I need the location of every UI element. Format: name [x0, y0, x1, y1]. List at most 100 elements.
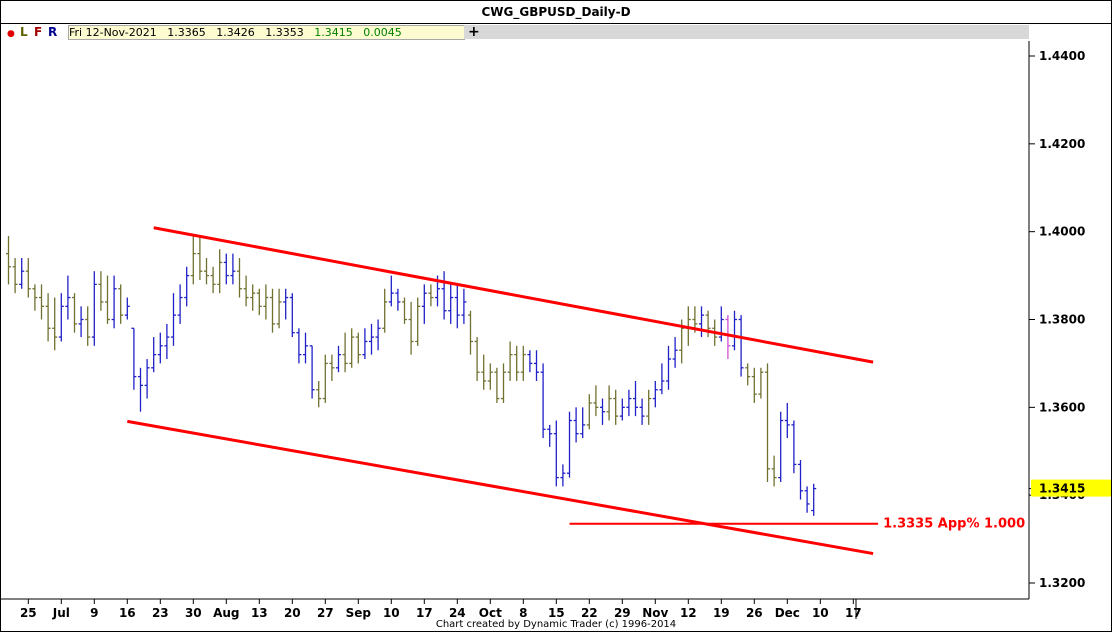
ohlc-bar: [454, 284, 460, 329]
ohlc-bar: [745, 363, 751, 386]
price-tick-label: 1.4400: [1039, 49, 1085, 63]
axes: [1, 41, 1030, 619]
time-tick-label: 24: [449, 606, 466, 620]
ohlc-bar: [336, 345, 341, 373]
ohlc-bar: [111, 275, 117, 329]
ohlc-bar: [468, 310, 473, 355]
time-tick-label: Nov: [642, 606, 668, 620]
ohlc-bar: [276, 288, 282, 329]
ohlc-bar: [666, 345, 671, 390]
time-tick-label: 19: [713, 606, 730, 620]
ohlc-bar: [237, 258, 242, 298]
ohlc-bar: [190, 236, 196, 285]
ohlc-bar: [567, 411, 572, 478]
ohlc-bar: [771, 455, 777, 487]
ohlc-bar: [105, 275, 110, 324]
ohlc-bar: [573, 407, 579, 443]
info-date: Fri 12-Nov-2021: [69, 26, 157, 39]
time-tick-label: Jul: [52, 606, 70, 620]
ohlc-bar: [791, 420, 797, 474]
time-tick-label: Sep: [346, 606, 372, 620]
ohlc-bar: [593, 385, 599, 417]
ohlc-bar: [652, 380, 658, 408]
ohlc-bar: [758, 367, 764, 399]
ohlc-bar: [765, 363, 770, 482]
ohlc-bar: [560, 464, 566, 487]
ohlc-bar: [25, 258, 31, 298]
ohlc-bar: [210, 266, 216, 294]
ohlc-bar: [639, 398, 645, 425]
ohlc-bar: [520, 345, 526, 381]
time-tick-label: 17: [845, 606, 862, 620]
footer-credit: Chart created by Dynamic Trader (c) 1996…: [435, 619, 677, 630]
ohlc-bar: [441, 271, 447, 320]
price-tick-label: 1.4000: [1039, 225, 1085, 239]
ohlc-bar: [19, 258, 25, 289]
time-tick-label: Oct: [479, 606, 502, 620]
time-tick-label: Dec: [775, 606, 800, 620]
time-tick-label: 9: [90, 606, 98, 620]
ohlc-bar: [732, 310, 737, 351]
price-tick-label: 1.3800: [1039, 313, 1085, 327]
ohlc-bar: [355, 332, 361, 364]
ohlc-info-box: Fri 12-Nov-2021 1.3365 1.3426 1.3353 1.3…: [68, 25, 465, 40]
ohlc-bar: [177, 284, 183, 324]
window-title: CWG_GBPUSD_Daily-D: [1, 1, 1111, 24]
info-high: 1.3426: [216, 26, 255, 39]
time-tick-label: 15: [548, 606, 565, 620]
ohlc-bar: [289, 293, 295, 338]
ohlc-bar: [230, 253, 236, 285]
ohlc-bar: [375, 319, 381, 351]
ohlc-bar: [131, 327, 137, 390]
ohlc-bar: [12, 258, 18, 294]
ohlc-bar: [32, 284, 38, 311]
ohlc-bar: [369, 323, 374, 355]
ohlc-bar: [725, 315, 731, 360]
ohlc-bar: [501, 363, 506, 403]
price-axis: 1.44001.42001.40001.38001.36001.34001.32…: [1029, 49, 1085, 590]
time-tick-label: 29: [614, 606, 631, 620]
ohlc-bar: [171, 293, 176, 346]
ohlc-bar: [223, 253, 229, 285]
time-tick-label: 8: [519, 606, 527, 620]
ohlc-bar: [388, 275, 394, 307]
current-price-box: [1031, 479, 1111, 497]
ohlc-bar: [164, 323, 170, 360]
ohlc-bar: [118, 284, 124, 324]
ohlc-bar: [197, 236, 203, 280]
plus-icon[interactable]: +: [468, 24, 480, 40]
channel-lines: [127, 226, 879, 556]
ohlc-bar: [72, 293, 77, 333]
ohlc-bar: [487, 363, 493, 390]
ohlc-bar: [606, 385, 612, 421]
ohlc-bar: [699, 306, 704, 338]
ohlc-bar: [98, 271, 104, 311]
time-tick-label: 16: [119, 606, 136, 620]
ohlc-bar: [751, 367, 757, 403]
time-axis: 25 Jul 9 16 23 30 Aug 13 20 27 Sep 10 17 24 Oct 8 15 22 29…: [20, 599, 862, 620]
ohlc-bar: [151, 337, 157, 373]
ohlc-bar: [322, 354, 328, 403]
r-button[interactable]: R: [48, 25, 58, 39]
ohlc-bar: [65, 275, 71, 320]
target-annotation: 1.3335 App% 1.000: [883, 517, 1025, 532]
l-button[interactable]: L: [20, 25, 28, 39]
ohlc-bar: [243, 275, 249, 307]
time-tick-label: Aug: [213, 606, 239, 620]
info-open: 1.3365: [167, 26, 206, 39]
info-low: 1.3353: [265, 26, 304, 39]
time-tick-label: 13: [251, 606, 268, 620]
ohlc-bar: [263, 284, 269, 320]
f-button[interactable]: F: [34, 25, 43, 39]
time-tick-label: 22: [581, 606, 598, 620]
ohlc-bar: [534, 350, 539, 381]
ohlc-bar: [613, 389, 619, 425]
ohlc-bar: [270, 288, 275, 333]
ohlc-bar: [633, 380, 638, 417]
toolbar-spacer: [464, 25, 1029, 39]
ohlc-bar: [494, 367, 500, 403]
time-tick-label: 10: [383, 606, 400, 620]
ohlc-bar: [586, 394, 592, 430]
ohlc-bar: [626, 389, 632, 417]
